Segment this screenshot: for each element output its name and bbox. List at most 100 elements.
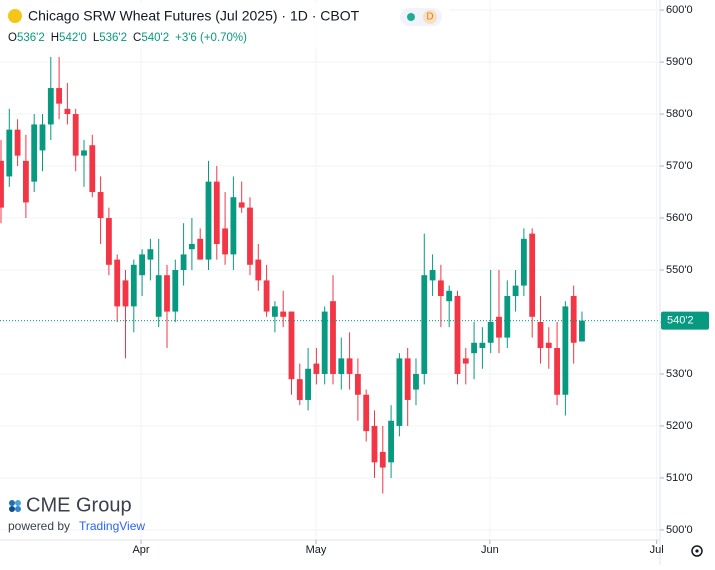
candle-body xyxy=(296,379,303,400)
ohlc-value: 536'2 xyxy=(17,32,45,44)
candle-body xyxy=(338,358,345,374)
candle-body xyxy=(487,321,494,343)
ohlc-key: O xyxy=(8,32,17,44)
y-tick-label: 560'0 xyxy=(666,212,693,224)
candle-body xyxy=(504,295,511,338)
candle-body xyxy=(496,316,502,338)
settings-icon[interactable] xyxy=(691,545,703,557)
candle-body xyxy=(479,342,486,348)
candle-body xyxy=(529,233,536,317)
candle-body xyxy=(222,228,228,255)
candle-body xyxy=(562,306,569,395)
candle-body xyxy=(31,124,38,182)
candle-body xyxy=(396,358,403,426)
candle-body xyxy=(271,306,278,317)
candle-body xyxy=(313,363,320,374)
ohlc-key: C xyxy=(133,32,141,44)
candle-body xyxy=(354,373,361,395)
candle-body xyxy=(172,270,179,312)
candle-body xyxy=(537,321,544,348)
candle-body xyxy=(238,202,245,208)
candle-body xyxy=(462,358,469,364)
y-tick-label: 590'0 xyxy=(666,56,693,68)
logo-dot xyxy=(15,506,21,512)
candle-body xyxy=(429,270,436,281)
x-tick-label: Apr xyxy=(132,544,149,556)
candle-body xyxy=(197,238,204,260)
y-tick-label: 550'0 xyxy=(666,264,693,276)
candle-body xyxy=(371,425,378,463)
candle-body xyxy=(255,259,262,281)
badge-bg xyxy=(400,8,442,26)
candle-body xyxy=(155,275,162,317)
candle-body xyxy=(545,342,552,348)
candle-body xyxy=(147,249,154,260)
y-tick-label: 530'0 xyxy=(666,368,693,380)
legend-bg xyxy=(0,3,450,48)
ohlc-value: 536'2 xyxy=(99,32,127,44)
candle-body xyxy=(22,160,29,203)
y-tick-label: 580'0 xyxy=(666,108,693,120)
candle-body xyxy=(388,420,394,463)
candle-body xyxy=(512,285,519,296)
last-price-label: 540'2 xyxy=(667,315,694,327)
candle-body xyxy=(6,129,13,177)
candle-body xyxy=(213,181,220,245)
candle-body xyxy=(114,259,121,307)
candle-body xyxy=(363,394,370,432)
candle-body xyxy=(554,347,560,395)
candles xyxy=(0,56,660,494)
candle-body xyxy=(379,451,386,468)
candle-body xyxy=(139,254,145,276)
ohlc-value: 542'0 xyxy=(59,32,87,44)
candle-body xyxy=(579,320,585,342)
logo-dot xyxy=(9,500,15,506)
candle-body xyxy=(180,254,187,270)
last-price-box xyxy=(661,311,709,330)
candle-body xyxy=(47,88,54,125)
status-dot xyxy=(407,13,415,21)
candle-body xyxy=(404,358,411,400)
powered-by-name: TradingView xyxy=(79,519,145,533)
powered-by: powered by xyxy=(8,519,70,533)
candle-body xyxy=(288,311,295,380)
candle-body xyxy=(570,295,577,343)
candle-body xyxy=(122,280,129,307)
ohlc-key: L xyxy=(93,32,100,44)
grid xyxy=(0,0,660,540)
candle-body xyxy=(205,181,212,260)
candle-body xyxy=(0,160,4,208)
change: +3'6 (+0.70%) xyxy=(175,32,247,44)
candle-body xyxy=(64,108,71,115)
candle-body xyxy=(105,218,112,265)
x-tick-label: Jun xyxy=(481,544,499,556)
candle-body xyxy=(346,358,353,374)
candle-body xyxy=(247,207,253,265)
candle-body xyxy=(97,192,104,219)
candle-body xyxy=(56,88,62,104)
candle-body xyxy=(520,238,527,286)
logo-dot xyxy=(9,506,15,512)
candle-body xyxy=(89,145,96,193)
y-tick-label: 520'0 xyxy=(666,420,693,432)
candle-body xyxy=(72,114,79,156)
candle-body xyxy=(321,311,328,374)
gear[interactable] xyxy=(691,545,703,557)
logo-dot xyxy=(15,500,21,506)
gear-center[interactable] xyxy=(695,549,699,553)
x-tick-label: May xyxy=(306,544,327,556)
candle-body xyxy=(446,290,453,302)
candle-body xyxy=(454,295,461,374)
badge: D xyxy=(426,12,433,23)
candle-body xyxy=(230,197,237,255)
symbol-icon xyxy=(8,9,22,23)
candle-body xyxy=(330,301,336,374)
y-tick-label: 510'0 xyxy=(666,472,693,484)
candle-body xyxy=(305,368,311,400)
ohlc-value: 540'2 xyxy=(141,32,169,44)
ohlc-key: H xyxy=(51,32,59,44)
brand: CME Group powered by TradingView xyxy=(8,494,145,533)
chart-title: Chicago SRW Wheat Futures (Jul 2025) · 1… xyxy=(28,8,360,24)
candle-body xyxy=(471,342,477,354)
